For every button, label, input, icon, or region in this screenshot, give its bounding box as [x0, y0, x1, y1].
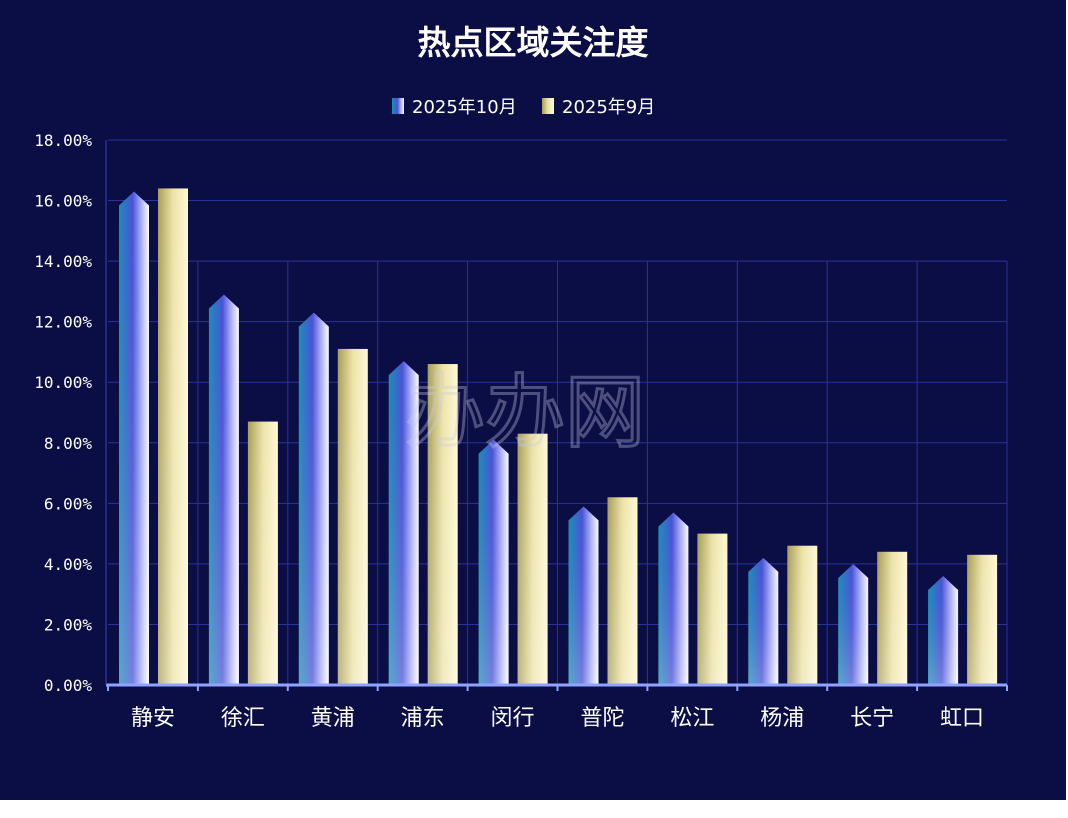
y-axis: 0.00% 2.00% 4.00% 6.00% 8.00% 10.00% 12.00% 14.… [34, 131, 92, 695]
x-tick-label-9: 虹口 [940, 706, 984, 731]
y-tick-label: 12.00% [34, 313, 92, 332]
y-tick-label: 2.00% [44, 615, 93, 634]
x-tick-label-5: 普陀 [580, 706, 624, 731]
chart-container: 热点区域关注度 2025年10月 2025年9月 0.00% 2.00% 4.00% 6… [0, 0, 1066, 800]
x-tick-label-6: 松江 [670, 706, 714, 731]
y-tick-label: 4.00% [44, 555, 93, 574]
y-tick-label: 8.00% [44, 434, 93, 453]
bar-2025-09-shade-1 [247, 421, 278, 685]
bar-2025-09-shade-8 [877, 551, 908, 685]
bar-2025-10-shade-1 [208, 294, 239, 685]
watermark: 办办网 [405, 366, 645, 459]
bar-chart: 热点区域关注度 2025年10月 2025年9月 0.00% 2.00% 4.00% 6… [34, 23, 1008, 731]
bar-2025-09-shade-9 [967, 554, 998, 685]
bar-2025-09-shade-3 [427, 364, 458, 685]
y-tick-label: 6.00% [44, 494, 93, 513]
bar-2025-09-shade-0 [158, 188, 188, 685]
y-tick-label: 10.00% [34, 373, 92, 392]
bar-2025-10-shade-6 [658, 512, 689, 685]
bar-2025-10-shade-7 [748, 557, 779, 685]
bar-2025-09-shade-2 [337, 348, 368, 685]
bar-2025-10-shade-2 [298, 312, 329, 685]
x-axis: 静安 徐汇 黄浦 浦东 闵行 普陀 松江 杨浦 长宁 虹口 [105, 140, 1008, 731]
x-tick-label-7: 杨浦 [760, 706, 804, 731]
bar-2025-10-shade-9 [928, 576, 959, 685]
y-tick-label: 16.00% [34, 192, 92, 211]
bar-2025-09-shade-4 [517, 433, 548, 685]
legend-swatch-1 [542, 98, 554, 114]
chart-title: 热点区域关注度 [418, 23, 649, 62]
legend-label-0: 2025年10月 [412, 97, 517, 118]
bar-2025-10-shade-5 [568, 506, 599, 685]
y-tick-label: 0.00% [44, 676, 93, 695]
bar-2025-10-shade-0 [119, 191, 149, 685]
bar-2025-10-shade-3 [388, 361, 419, 685]
x-tick-label-4: 闵行 [491, 706, 535, 731]
bar-2025-09-shade-6 [697, 533, 728, 685]
x-tick-label-2: 黄浦 [311, 706, 355, 731]
bar-2025-09-shade-5 [607, 497, 638, 685]
bar-2025-10-shade-8 [838, 563, 869, 685]
y-tick-label: 18.00% [34, 131, 92, 150]
x-tick-label-0: 静安 [131, 706, 175, 731]
bars [119, 188, 998, 685]
x-tick-label-8: 长宁 [850, 706, 894, 731]
bar-2025-10-shade-4 [478, 439, 509, 685]
y-tick-label: 14.00% [34, 252, 92, 271]
legend-label-1: 2025年9月 [562, 97, 655, 118]
legend: 2025年10月 2025年9月 [392, 97, 655, 118]
bar-2025-09-shade-7 [787, 545, 818, 685]
legend-swatch-0 [392, 98, 404, 114]
grid [108, 139, 1008, 685]
x-tick-label-3: 浦东 [401, 706, 445, 731]
x-tick-label-1: 徐汇 [221, 706, 265, 731]
